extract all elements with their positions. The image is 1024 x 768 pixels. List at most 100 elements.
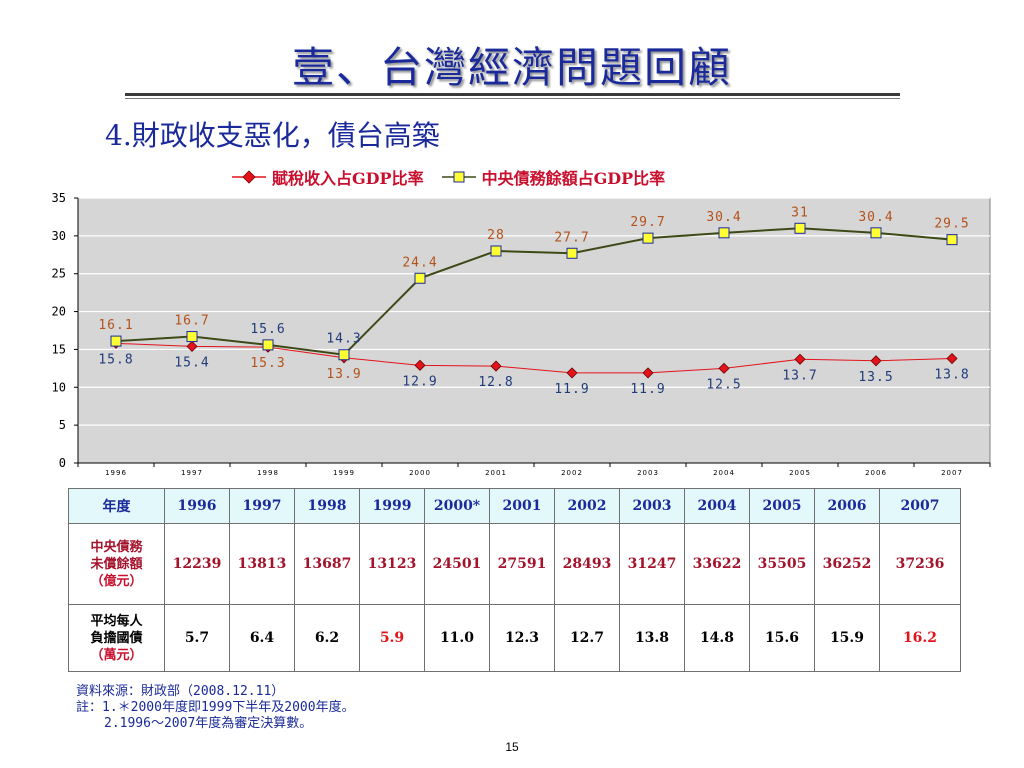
tax-data-label: 12.9 <box>402 374 437 389</box>
slide-subtitle: 4.財政收支惡化，債台高築 <box>105 119 440 152</box>
year-cell: 1998 <box>294 488 360 524</box>
footnote-2: 2.1996～2007年度為審定決算數。 <box>104 716 313 731</box>
year-cell: 1999 <box>359 488 425 524</box>
x-tick-label: 2000 <box>409 469 431 477</box>
table-cell: 37236 <box>879 523 961 605</box>
debt-data-label: 29.7 <box>630 215 665 230</box>
debt-point <box>338 349 350 361</box>
tax-data-label: 15.4 <box>174 355 209 370</box>
debt-point <box>794 222 806 234</box>
year-cell: 2001 <box>489 488 555 524</box>
table-cell: 16.2 <box>879 604 961 672</box>
y-tick-label: 25 <box>52 267 66 281</box>
table-row-per-capita: 平均每人 負擔國債 （萬元） 5.7 6.4 6.2 5.9 11.0 12.3… <box>68 604 961 672</box>
table-cell: 6.2 <box>294 604 360 672</box>
x-tick-label: 1996 <box>105 469 127 477</box>
tax-point <box>946 352 958 365</box>
tax-point <box>186 340 198 352</box>
debt-data-label: 24.4 <box>402 255 437 270</box>
x-tick-label: 1999 <box>333 469 355 477</box>
legend-item-debt: 中央債務餘額占GDP比率 <box>441 165 665 189</box>
table-cell: 5.9 <box>359 604 425 672</box>
plot-area <box>77 197 991 464</box>
table-cell: 12.7 <box>554 604 620 672</box>
footnotes: 資料來源：財政部（2008.12.11） 註：1.＊2000年度即1999下半年… <box>76 684 355 732</box>
year-cell: 2002 <box>554 488 620 524</box>
source-note: 資料來源：財政部（2008.12.11） <box>76 684 285 699</box>
x-tick-label: 1997 <box>181 469 203 477</box>
year-cell: 2000* <box>424 488 490 524</box>
y-tick-label: 5 <box>59 418 66 432</box>
tax-point <box>414 359 426 371</box>
table-cell: 13687 <box>294 523 360 605</box>
year-cell: 2006 <box>814 488 880 524</box>
debt-data-label: 14.3 <box>326 332 361 347</box>
page-number: 15 <box>505 740 519 754</box>
year-cell: 2003 <box>619 488 685 524</box>
debt-table: 年度 1996 1997 1998 1999 2000* 2001 2002 2… <box>68 488 961 672</box>
year-cell: 1996 <box>164 488 230 524</box>
table-cell: 11.0 <box>424 604 490 672</box>
tax-point <box>718 362 730 374</box>
debt-point <box>490 245 502 257</box>
debt-point <box>946 234 958 246</box>
y-tick-label: 10 <box>52 380 66 394</box>
y-tick-label: 35 <box>52 191 66 205</box>
tax-data-label: 12.8 <box>478 375 513 390</box>
y-tick-label: 15 <box>52 342 66 356</box>
tax-point <box>794 353 806 365</box>
debt-data-label: 15.6 <box>250 322 285 337</box>
year-cell: 2005 <box>749 488 815 524</box>
table-cell: 12239 <box>164 523 230 605</box>
tax-data-label: 11.9 <box>630 382 665 397</box>
debt-data-label: 30.4 <box>858 210 893 225</box>
debt-data-label: 27.7 <box>554 230 589 245</box>
x-tick-label: 2006 <box>865 469 887 477</box>
diamond-marker-icon <box>232 170 266 184</box>
table-cell: 33622 <box>684 523 750 605</box>
debt-data-label: 30.4 <box>706 210 741 225</box>
tax-data-label: 15.8 <box>98 352 133 367</box>
tax-data-label: 13.5 <box>858 370 893 385</box>
series-line-tax <box>115 342 953 374</box>
page-title: 壹、台灣經濟問題回顧 <box>291 43 732 92</box>
y-tick-label: 0 <box>59 456 66 470</box>
table-cell: 35505 <box>749 523 815 605</box>
y-tick-label: 30 <box>52 229 66 243</box>
debt-data-label: 29.5 <box>934 217 969 232</box>
debt-point <box>262 339 274 351</box>
line-chart: 0 5 10 15 20 25 30 35 1996 1997 1998 1999 2000 2001 20… <box>52 191 991 477</box>
table-header-row: 年度 1996 1997 1998 1999 2000* 2001 2002 2… <box>68 488 961 524</box>
tax-data-label: 13.8 <box>934 368 969 383</box>
tax-point <box>566 367 578 379</box>
table-cell: 14.8 <box>684 604 750 672</box>
legend-item-tax: 賦稅收入占GDP比率 <box>232 165 424 189</box>
row-label-per-capita: 平均每人 負擔國債 （萬元） <box>68 604 165 672</box>
footnote-1: 註：1.＊2000年度即1999下半年及2000年度。 <box>76 700 355 715</box>
x-tick-label: 2003 <box>637 469 659 477</box>
table-cell: 28493 <box>554 523 620 605</box>
tax-data-label: 15.3 <box>250 356 285 371</box>
x-tick-label: 2004 <box>713 469 735 477</box>
x-tick-label: 1998 <box>257 469 279 477</box>
x-tick-label: 2002 <box>561 469 583 477</box>
debt-point <box>870 227 882 239</box>
debt-point <box>110 335 122 347</box>
table-cell: 27591 <box>489 523 555 605</box>
table-cell: 15.9 <box>814 604 880 672</box>
title-underline <box>125 93 900 96</box>
debt-point <box>414 272 426 284</box>
table-header-label: 年度 <box>68 488 165 524</box>
table-cell: 5.7 <box>164 604 230 672</box>
chart-legend: 賦稅收入占GDP比率 中央債務餘額占GDP比率 <box>232 165 683 189</box>
table-cell: 13.8 <box>619 604 685 672</box>
debt-point <box>718 227 730 239</box>
tax-data-label: 11.9 <box>554 382 589 397</box>
table-cell: 6.4 <box>229 604 295 672</box>
debt-point <box>186 331 198 343</box>
tax-data-label: 12.5 <box>706 377 741 392</box>
table-cell: 13123 <box>359 523 425 605</box>
table-cell: 15.6 <box>749 604 815 672</box>
table-cell: 31247 <box>619 523 685 605</box>
square-marker-icon <box>441 171 476 183</box>
